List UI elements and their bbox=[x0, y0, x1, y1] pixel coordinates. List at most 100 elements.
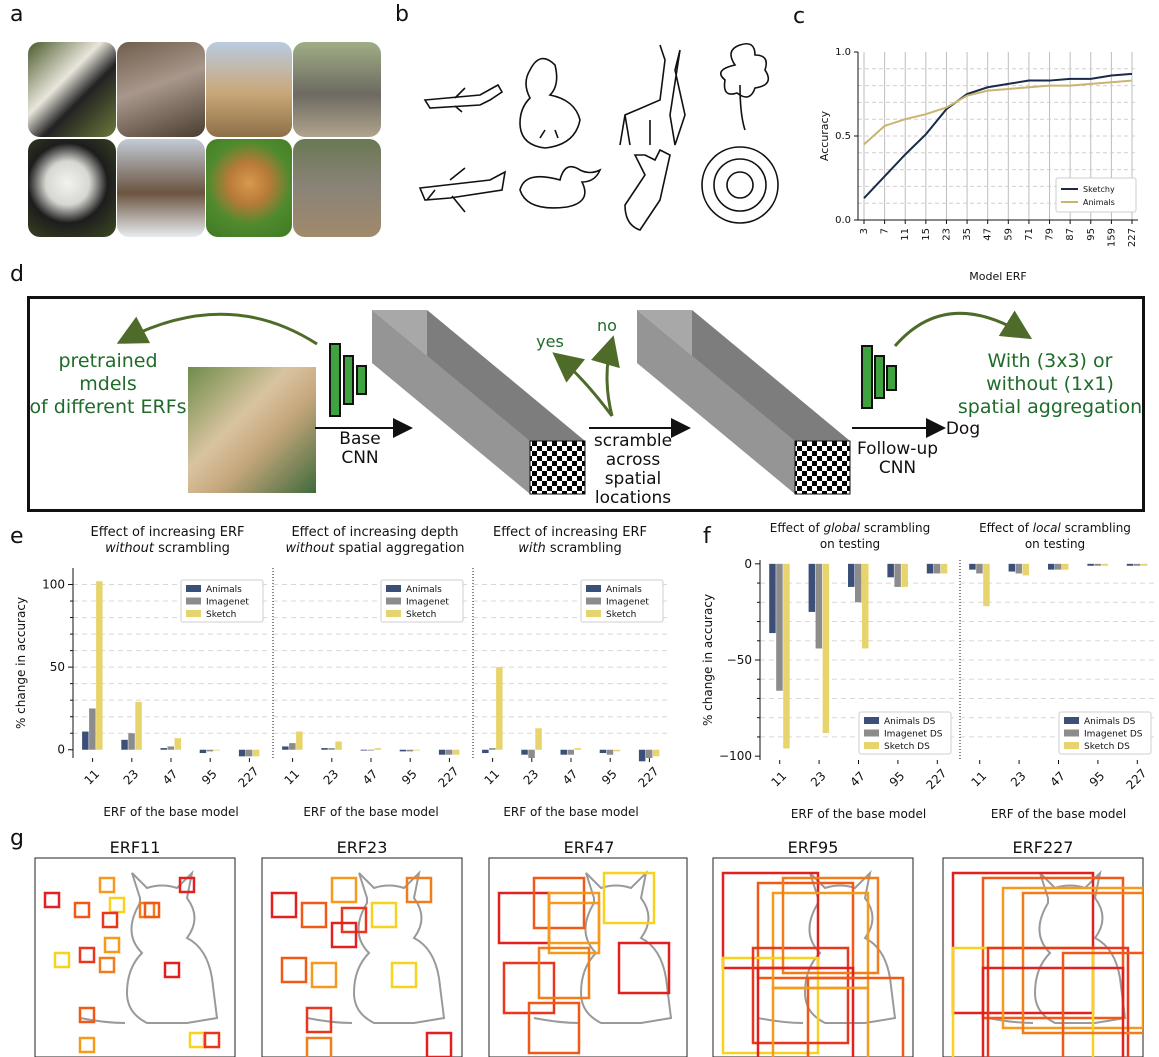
chart-e1-title-line1: Effect of increasing ERF bbox=[90, 525, 245, 540]
bar-f2-imagenet-ds-23 bbox=[1015, 563, 1023, 574]
bar-e2-animals-227 bbox=[438, 749, 446, 755]
pretrained-label: pretrained mdels of different ERFs bbox=[29, 350, 187, 418]
bar-e2-sketch-11 bbox=[296, 731, 303, 750]
legend-swatch-1 bbox=[186, 597, 201, 605]
legend-box-f2 bbox=[1058, 711, 1152, 755]
bar-f1-sketch-ds-47 bbox=[862, 563, 869, 649]
legend-swatch-0 bbox=[186, 585, 201, 592]
pipeline-diagram bbox=[27, 296, 1145, 512]
receptive-field-box bbox=[73, 901, 91, 919]
sketch-flower-2 bbox=[701, 146, 779, 224]
legend-swatch-2 bbox=[586, 610, 601, 617]
bar-e3-imagenet-95 bbox=[606, 749, 614, 755]
sketch-giraffe-1 bbox=[619, 44, 686, 146]
legend-label-sketch: Sketch bbox=[206, 610, 236, 620]
bar-e2-sketch-227 bbox=[452, 749, 460, 755]
bar-f1-animals-ds-11 bbox=[769, 563, 776, 634]
receptive-field-box bbox=[751, 946, 850, 1045]
base-cnn-bar-3 bbox=[356, 365, 367, 395]
photo-elephant-1 bbox=[293, 42, 381, 137]
chart-f1-title: Effect of global scrambling on testing bbox=[750, 520, 950, 552]
bar-e2-sketch-23 bbox=[335, 741, 342, 750]
bar-f2-animals-ds-11 bbox=[969, 563, 976, 570]
x-tick-label-59: 59 bbox=[1003, 228, 1014, 241]
receptive-field-box bbox=[1061, 951, 1143, 1057]
cat-frames bbox=[34, 857, 1144, 1057]
bar-e3-sketch-47 bbox=[574, 748, 581, 750]
base-cnn-bar-2 bbox=[343, 355, 354, 405]
receptive-field-box bbox=[370, 901, 398, 929]
bar-e3-animals-47 bbox=[560, 749, 567, 755]
y-tick-label: −100 bbox=[719, 749, 752, 763]
x-tick-label-79: 79 bbox=[1045, 228, 1056, 241]
x-tick-label-23: 23 bbox=[321, 767, 342, 788]
diagram-graphics bbox=[116, 310, 1033, 495]
y-axis-label-e1: % change in accuracy bbox=[14, 597, 28, 729]
bar-f1-sketch-ds-23 bbox=[822, 563, 830, 734]
x-axis-label-f1: ERF of the base model bbox=[791, 807, 926, 821]
receptive-field-box bbox=[330, 921, 358, 949]
x-tick-label-47: 47 bbox=[1047, 769, 1068, 790]
bar-e2-imagenet-11 bbox=[289, 743, 296, 750]
bar-f2-animals-ds-47 bbox=[1048, 563, 1055, 570]
followup-cnn-bar-3 bbox=[886, 365, 897, 391]
x-tick-label-95: 95 bbox=[599, 767, 620, 788]
arrow-to-spatial bbox=[893, 310, 1033, 347]
chart-e3-title-line1: Effect of increasing ERF bbox=[493, 525, 647, 540]
followup-cnn-bar-1 bbox=[861, 345, 873, 409]
receptive-field-box bbox=[53, 951, 71, 969]
legend-swatch-1 bbox=[586, 597, 601, 605]
bar-f2-imagenet-ds-227 bbox=[1133, 563, 1141, 566]
photo-panda-2 bbox=[28, 139, 116, 237]
panel-letter-d: d bbox=[10, 262, 24, 287]
receptive-field-box bbox=[98, 876, 116, 894]
bar-f1-imagenet-ds-11 bbox=[776, 563, 783, 691]
bar-e2-animals-95 bbox=[399, 749, 407, 752]
sketch-duck-1 bbox=[519, 57, 581, 149]
y-tick-label: 0.0 bbox=[835, 215, 851, 226]
x-tick-label-47: 47 bbox=[360, 767, 381, 788]
x-axis-label-e2: ERF of the base model bbox=[303, 805, 438, 819]
receptive-field-box bbox=[617, 941, 671, 995]
bar-e1-animals-95 bbox=[199, 749, 207, 754]
bar-e2-sketch-95 bbox=[413, 749, 421, 751]
receptive-field-box bbox=[986, 946, 1130, 1057]
cat-panel-3 bbox=[488, 857, 688, 1057]
followup-cnn-bar-2 bbox=[874, 355, 885, 399]
legend-label-animals-ds: Animals DS bbox=[1084, 717, 1136, 727]
cat-sketch bbox=[79, 869, 219, 1024]
bar-e1-imagenet-95 bbox=[206, 749, 214, 752]
legend-label-sketchy: Sketchy bbox=[1083, 185, 1115, 194]
legend-label-imagenet: Imagenet bbox=[206, 598, 249, 608]
followup-cnn-label: Follow-up CNN bbox=[856, 439, 939, 478]
bar-f2-animals-ds-95 bbox=[1087, 563, 1094, 566]
legend-swatch-1 bbox=[386, 597, 401, 605]
yes-label: yes bbox=[536, 332, 564, 351]
y-tick-label: 0 bbox=[744, 557, 752, 571]
bar-f1-sketch-ds-95 bbox=[901, 563, 908, 587]
bar-e3-animals-95 bbox=[599, 749, 607, 754]
bar-e2-imagenet-227 bbox=[445, 749, 453, 755]
receptive-field-box bbox=[101, 911, 119, 929]
receptive-field-box bbox=[721, 956, 820, 1055]
legend-label-animals: Animals bbox=[206, 585, 242, 595]
bar-e1-imagenet-11 bbox=[89, 708, 96, 750]
bar-f2-imagenet-ds-47 bbox=[1055, 563, 1062, 570]
bar-e1-sketch-23 bbox=[135, 701, 142, 750]
bar-e1-imagenet-47 bbox=[167, 746, 174, 750]
dog-label: Dog bbox=[945, 419, 981, 439]
legend-box-e2 bbox=[380, 579, 464, 623]
chart-e2-title-line1: Effect of increasing depth bbox=[291, 525, 459, 540]
panel-letter-c: c bbox=[793, 4, 806, 29]
receptive-field-box bbox=[280, 956, 308, 984]
bar-f1-imagenet-ds-227 bbox=[933, 563, 941, 574]
receptive-field-box bbox=[390, 961, 418, 989]
bar-e3-sketch-227 bbox=[652, 749, 660, 757]
legend-label-imagenet: Imagenet bbox=[606, 598, 649, 608]
x-tick-label-11: 11 bbox=[769, 769, 790, 790]
bar-e3-animals-11 bbox=[482, 749, 489, 754]
receptive-field-box bbox=[405, 876, 433, 904]
sketch-duck-2 bbox=[519, 165, 602, 209]
x-tick-label-35: 35 bbox=[962, 228, 973, 241]
chart-f2-title: Effect of local scrambling on testing bbox=[955, 520, 1155, 552]
